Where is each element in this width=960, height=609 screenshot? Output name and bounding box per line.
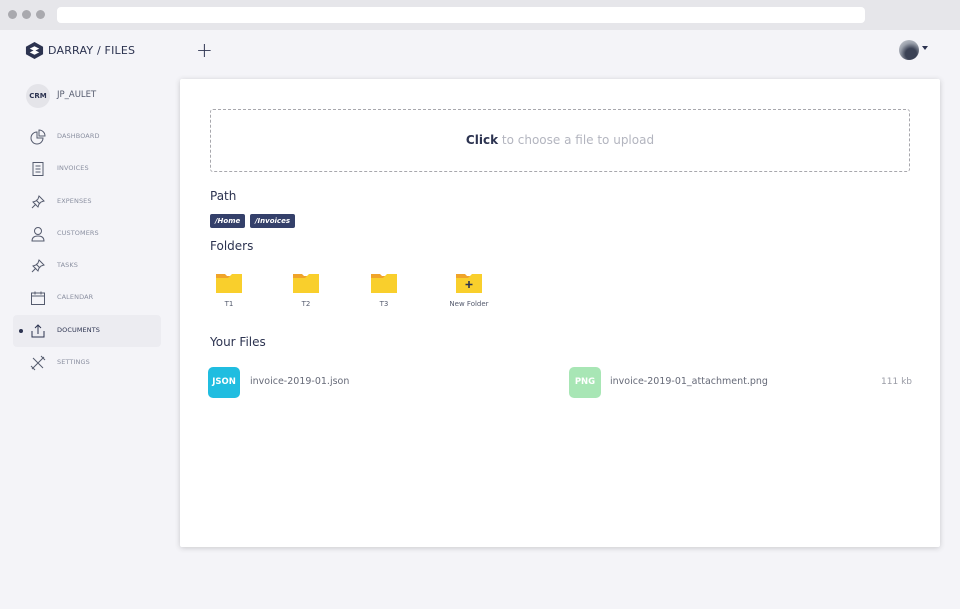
- sidebar-item-label: CUSTOMERS: [57, 229, 99, 237]
- path-chip-invoices[interactable]: /Invoices: [250, 214, 295, 228]
- pie-chart-icon: [30, 129, 46, 145]
- folder-icon[interactable]: [292, 272, 320, 294]
- upload-dropzone[interactable]: Click to choose a file to upload: [210, 109, 910, 172]
- path-chip-home[interactable]: /Home: [210, 214, 246, 228]
- sidebar-item-invoices[interactable]: INVOICES: [13, 153, 161, 185]
- file-type-label: PNG: [574, 377, 596, 387]
- active-indicator: [19, 329, 23, 333]
- add-button[interactable]: +: [196, 38, 213, 62]
- logo-icon: [25, 41, 44, 60]
- files-title: Your Files: [210, 335, 266, 349]
- sidebar-item-customers[interactable]: CUSTOMERS: [13, 218, 161, 250]
- folder-label[interactable]: T2: [301, 300, 311, 308]
- main-card: [180, 79, 940, 547]
- file-name[interactable]: invoice-2019-01_attachment.png: [610, 376, 768, 387]
- chevron-down-icon[interactable]: [922, 46, 928, 50]
- brand-name: DARRAY: [48, 44, 94, 57]
- window-close-dot[interactable]: [8, 10, 17, 19]
- sidebar-item-calendar[interactable]: CALENDAR: [13, 282, 161, 314]
- upload-icon: [31, 324, 45, 338]
- sidebar-item-label: DASHBOARD: [57, 132, 100, 140]
- plus-icon: +: [196, 38, 213, 62]
- sidebar-item-label: INVOICES: [57, 164, 89, 172]
- document-icon: [32, 162, 44, 176]
- png-file-icon[interactable]: PNG: [569, 367, 601, 398]
- new-folder-icon[interactable]: [455, 272, 483, 294]
- tools-icon: [30, 355, 46, 371]
- pin-icon: [31, 259, 45, 273]
- sidebar-item-label: EXPENSES: [57, 197, 92, 205]
- folder-label[interactable]: T3: [379, 300, 389, 308]
- sidebar-item-tasks[interactable]: TASKS: [13, 250, 161, 282]
- brand-title[interactable]: DARRAY / FILES: [48, 44, 135, 57]
- sidebar-item-settings[interactable]: SETTINGS: [13, 347, 161, 379]
- sidebar-item-label: TASKS: [57, 261, 78, 269]
- upload-click-label[interactable]: Click: [465, 133, 499, 147]
- username: JP_AULET: [57, 90, 97, 100]
- window-minimize-dot[interactable]: [22, 10, 31, 19]
- folders-title: Folders: [210, 239, 254, 253]
- file-name[interactable]: invoice-2019-01.json: [250, 376, 350, 387]
- upload-hint: to choose a file to upload: [501, 133, 655, 147]
- window-maximize-dot[interactable]: [36, 10, 45, 19]
- file-size: 111 kb: [881, 377, 912, 387]
- folder-icon[interactable]: [370, 272, 398, 294]
- sidebar-item-label: DOCUMENTS: [57, 326, 100, 334]
- user-icon: [31, 227, 45, 242]
- json-file-icon[interactable]: JSON: [208, 367, 240, 398]
- folder-icon[interactable]: [215, 272, 243, 294]
- sidebar-item-documents[interactable]: DOCUMENTS: [13, 315, 161, 347]
- path-title: Path: [210, 189, 237, 203]
- user-avatar[interactable]: [899, 40, 919, 60]
- sidebar-item-dashboard[interactable]: DASHBOARD: [13, 121, 161, 153]
- sidebar-item-expenses[interactable]: EXPENSES: [13, 186, 161, 218]
- folder-label[interactable]: New Folder: [449, 300, 489, 308]
- address-bar[interactable]: [57, 7, 865, 23]
- sidebar-item-label: CALENDAR: [57, 293, 94, 301]
- folder-label[interactable]: T1: [224, 300, 234, 308]
- sidebar-item-label: SETTINGS: [57, 358, 90, 366]
- section-name: / FILES: [96, 44, 136, 57]
- pin-icon: [31, 195, 45, 209]
- crm-badge: CRM: [26, 84, 50, 108]
- file-type-label: JSON: [212, 377, 236, 387]
- calendar-icon: [31, 291, 45, 305]
